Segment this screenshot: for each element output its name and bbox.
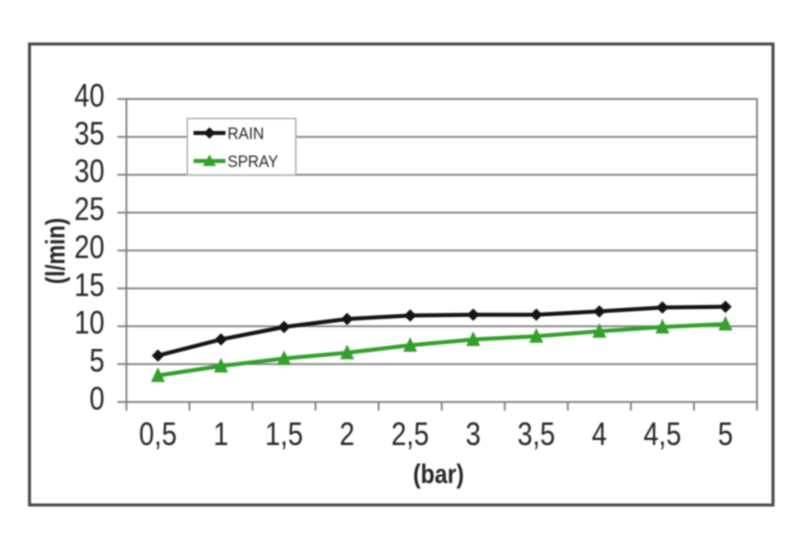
svg-text:40: 40	[74, 78, 104, 114]
svg-text:30: 30	[74, 154, 104, 190]
svg-text:4,5: 4,5	[644, 417, 682, 453]
svg-text:15: 15	[74, 268, 104, 304]
svg-text:10: 10	[74, 306, 104, 342]
svg-text:35: 35	[74, 116, 104, 152]
svg-text:RAIN: RAIN	[228, 124, 265, 143]
svg-text:0,5: 0,5	[139, 417, 177, 453]
svg-text:1: 1	[213, 417, 228, 453]
svg-text:3: 3	[466, 417, 481, 453]
svg-text:2,5: 2,5	[391, 417, 429, 453]
svg-text:(bar): (bar)	[413, 459, 464, 489]
svg-text:3,5: 3,5	[517, 417, 555, 453]
svg-text:2: 2	[340, 417, 355, 453]
svg-text:SPRAY: SPRAY	[228, 152, 279, 171]
svg-text:0: 0	[89, 381, 104, 417]
svg-text:1,5: 1,5	[265, 417, 303, 453]
svg-text:5: 5	[89, 344, 104, 380]
svg-text:4: 4	[592, 417, 607, 453]
svg-text:5: 5	[718, 417, 733, 453]
svg-text:(l/min): (l/min)	[42, 218, 72, 284]
svg-text:20: 20	[74, 230, 104, 266]
svg-text:25: 25	[74, 192, 104, 228]
